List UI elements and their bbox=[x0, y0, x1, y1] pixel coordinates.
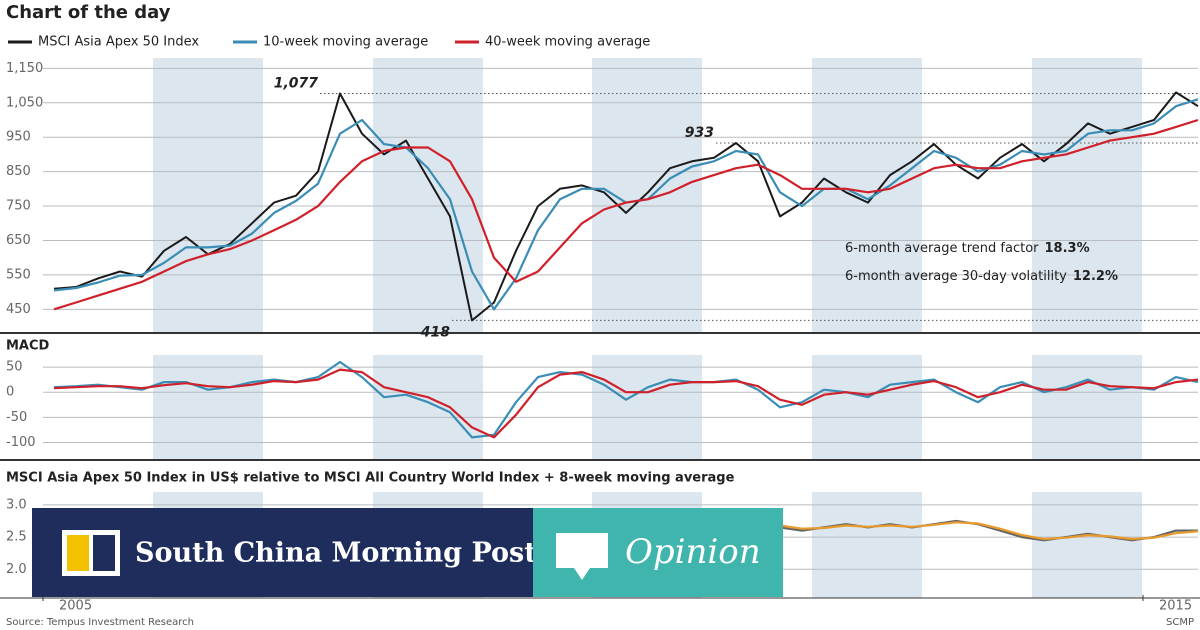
y-tick-label: -100 bbox=[6, 435, 36, 450]
note-value: 12.2% bbox=[1073, 269, 1118, 284]
y-tick-label: 650 bbox=[6, 233, 31, 248]
y-tick-label: 850 bbox=[6, 164, 31, 179]
brand: South China Morning Post bbox=[135, 538, 537, 569]
logo-part bbox=[93, 535, 115, 571]
series-line bbox=[53, 368, 1199, 439]
speech-icon bbox=[556, 533, 608, 580]
credit: SCMP bbox=[1166, 617, 1194, 628]
chart-title: Chart of the day bbox=[6, 2, 171, 23]
y-tick-label: 2.5 bbox=[6, 530, 27, 545]
banner: South China Morning Post Opinion bbox=[32, 508, 783, 597]
panel-title: MACD bbox=[6, 339, 50, 354]
annotation: 418 bbox=[420, 324, 450, 340]
x-tick-label: 2015 bbox=[1159, 599, 1192, 614]
series-line bbox=[53, 91, 1199, 322]
y-tick-label: -50 bbox=[6, 410, 27, 425]
y-tick-label: 1,150 bbox=[6, 61, 43, 76]
y-tick-label: 450 bbox=[6, 302, 31, 317]
y-tick-label: 1,050 bbox=[6, 95, 43, 110]
legend-label: MSCI Asia Apex 50 Index bbox=[38, 35, 199, 50]
note-text: 6-month average 30-day volatility bbox=[845, 269, 1067, 284]
annotation: 933 bbox=[685, 125, 714, 141]
y-tick-label: 2.0 bbox=[6, 562, 27, 577]
series-line bbox=[53, 118, 1199, 311]
y-tick-label: 50 bbox=[6, 360, 23, 375]
note: 6-month average 30-day volatility 12.2% bbox=[845, 269, 1118, 284]
logo-part bbox=[67, 535, 89, 571]
annotation: 1,077 bbox=[274, 75, 319, 91]
x-tick-label: 2005 bbox=[59, 599, 92, 614]
note-text: 6-month average trend factor bbox=[845, 241, 1039, 256]
y-tick-label: 3.0 bbox=[6, 497, 27, 512]
y-tick-label: 950 bbox=[6, 130, 31, 145]
note: 6-month average trend factor 18.3% bbox=[845, 241, 1090, 256]
y-tick-label: 550 bbox=[6, 267, 31, 282]
y-tick-label: 750 bbox=[6, 199, 31, 214]
legend-label: 10-week moving average bbox=[263, 35, 428, 50]
note-value: 18.3% bbox=[1045, 241, 1090, 256]
legend-label: 40-week moving average bbox=[485, 35, 650, 50]
y-tick-label: 0 bbox=[6, 385, 14, 400]
banner-label: Opinion bbox=[625, 532, 761, 572]
panel-title: MSCI Asia Apex 50 Index in US$ relative … bbox=[6, 471, 735, 486]
series-line bbox=[53, 360, 1199, 439]
source: Source: Tempus Investment Research bbox=[6, 617, 194, 628]
